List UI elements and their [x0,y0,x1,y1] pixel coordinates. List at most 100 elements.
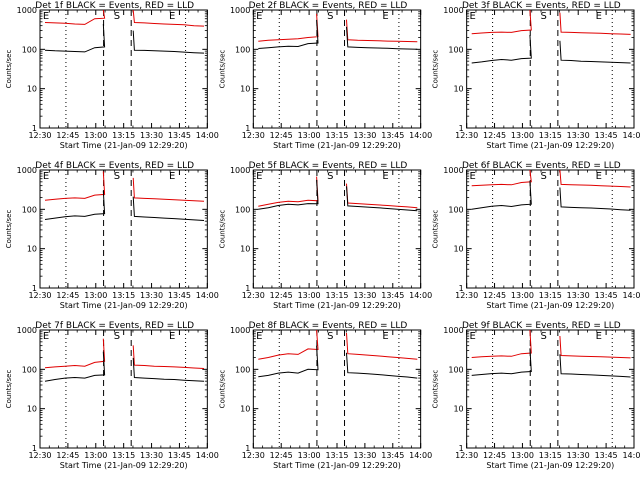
x-tick-label: 13:15 [112,451,135,460]
detector-chart-3: Det 3f BLACK = Events, RED = LLD 1 10 100 10… [432,1,640,150]
x-axis-label: Start Time (21-Jan-09 12:29:20) [60,141,188,150]
x-tick-label: 13:00 [511,451,534,460]
marker-letter: E [169,331,175,342]
marker-letter: S [540,11,546,22]
x-axis-label: Start Time (21-Jan-09 12:29:20) [486,301,614,310]
x-tick-label: 12:45 [270,291,293,300]
x-tick-label: 13:15 [325,291,348,300]
y-tick-label: 1000 [230,6,250,15]
lld-series-line [132,345,205,369]
y-tick-label: 1 [245,444,250,453]
plot-frame [39,9,208,129]
x-tick-label: 13:00 [84,451,107,460]
x-tick-label: 13:45 [168,291,191,300]
x-tick-label: 12:30 [28,451,51,460]
plot-frame [466,9,635,129]
events-series-line [471,348,532,376]
events-series-line [132,30,205,54]
marker-letter: S [540,171,546,182]
y-tick-label: 1 [245,124,250,133]
events-series-line [346,186,418,212]
x-tick-label: 14:00 [409,131,432,140]
y-tick-label: 10 [453,85,463,94]
x-tick-label: 13:00 [511,291,534,300]
y-tick-label: 1000 [443,6,463,15]
y-tick-label: 100 [235,45,250,54]
y-tick-label: 10 [240,405,250,414]
events-series-line [258,345,319,378]
marker-letter: S [327,331,333,342]
marker-letter: E [43,171,49,182]
y-axis-label: Counts/sec [218,370,226,409]
x-tick-label: 13:15 [539,291,562,300]
lld-series-line [258,13,319,42]
chart-title: Det 8f BLACK = Events, RED = LLD [249,321,408,331]
y-axis-label: Counts/sec [432,370,440,409]
y-tick-label: 1 [459,444,464,453]
y-tick-label: 100 [22,365,37,374]
x-tick-label: 13:15 [112,131,135,140]
y-tick-label: 1 [245,284,250,293]
lld-series-line [471,329,532,358]
x-tick-label: 13:15 [539,451,562,460]
marker-letter: E [169,11,175,22]
lld-series-line [346,183,418,209]
y-tick-label: 10 [240,85,250,94]
x-axis-label: Start Time (21-Jan-09 12:29:20) [60,461,188,470]
x-tick-label: 13:30 [140,131,163,140]
x-tick-label: 13:30 [353,131,376,140]
x-tick-label: 12:45 [56,131,79,140]
x-tick-label: 13:45 [595,291,618,300]
x-tick-label: 14:00 [409,451,432,460]
y-tick-label: 100 [235,365,250,374]
lld-series-line [258,176,319,207]
x-tick-label: 14:00 [196,451,219,460]
x-tick-label: 13:30 [567,131,590,140]
chart-title: Det 6f BLACK = Events, RED = LLD [462,161,621,171]
plot-frame [466,169,635,289]
x-axis-label: Start Time (21-Jan-09 12:29:20) [273,461,401,470]
x-tick-label: 13:00 [298,131,321,140]
y-tick-label: 1000 [230,326,250,335]
x-tick-label: 12:45 [56,451,79,460]
y-tick-label: 100 [22,45,37,54]
y-axis-label: Counts/sec [218,50,226,89]
chart-title: Det 7f BLACK = Events, RED = LLD [35,321,194,331]
marker-letter: S [114,11,120,22]
y-tick-label: 1 [32,444,37,453]
x-tick-label: 14:00 [622,451,640,460]
y-tick-label: 100 [22,205,37,214]
x-tick-label: 13:00 [84,131,107,140]
marker-letter: E [469,331,475,342]
x-tick-label: 14:00 [409,291,432,300]
marker-letter: E [596,171,602,182]
x-axis-label: Start Time (21-Jan-09 12:29:20) [486,141,614,150]
y-tick-label: 1000 [443,326,463,335]
x-tick-label: 14:00 [196,291,219,300]
lld-series-line [471,9,532,35]
events-series-line [471,34,532,64]
marker-letter: E [256,331,262,342]
marker-letter: E [43,11,49,22]
marker-letter: S [114,171,120,182]
y-tick-label: 10 [453,405,463,414]
y-axis-label: Counts/sec [5,50,13,89]
x-tick-label: 13:30 [353,451,376,460]
y-tick-label: 1 [32,284,37,293]
y-tick-label: 1000 [17,326,37,335]
x-tick-label: 13:30 [567,291,590,300]
marker-letter: E [256,171,262,182]
x-tick-label: 13:15 [539,131,562,140]
marker-letter: S [540,331,546,342]
x-tick-label: 12:45 [56,291,79,300]
y-tick-label: 100 [235,205,250,214]
detector-chart-8: Det 8f BLACK = Events, RED = LLD 1 10 100 10… [218,321,432,470]
plot-frame [252,169,422,289]
lld-series-line [559,335,631,359]
x-tick-label: 13:30 [140,291,163,300]
marker-letter: E [469,171,475,182]
x-axis-label: Start Time (21-Jan-09 12:29:20) [273,301,401,310]
y-tick-label: 100 [448,45,463,54]
x-tick-label: 12:30 [242,291,265,300]
y-axis-label: Counts/sec [432,50,440,89]
